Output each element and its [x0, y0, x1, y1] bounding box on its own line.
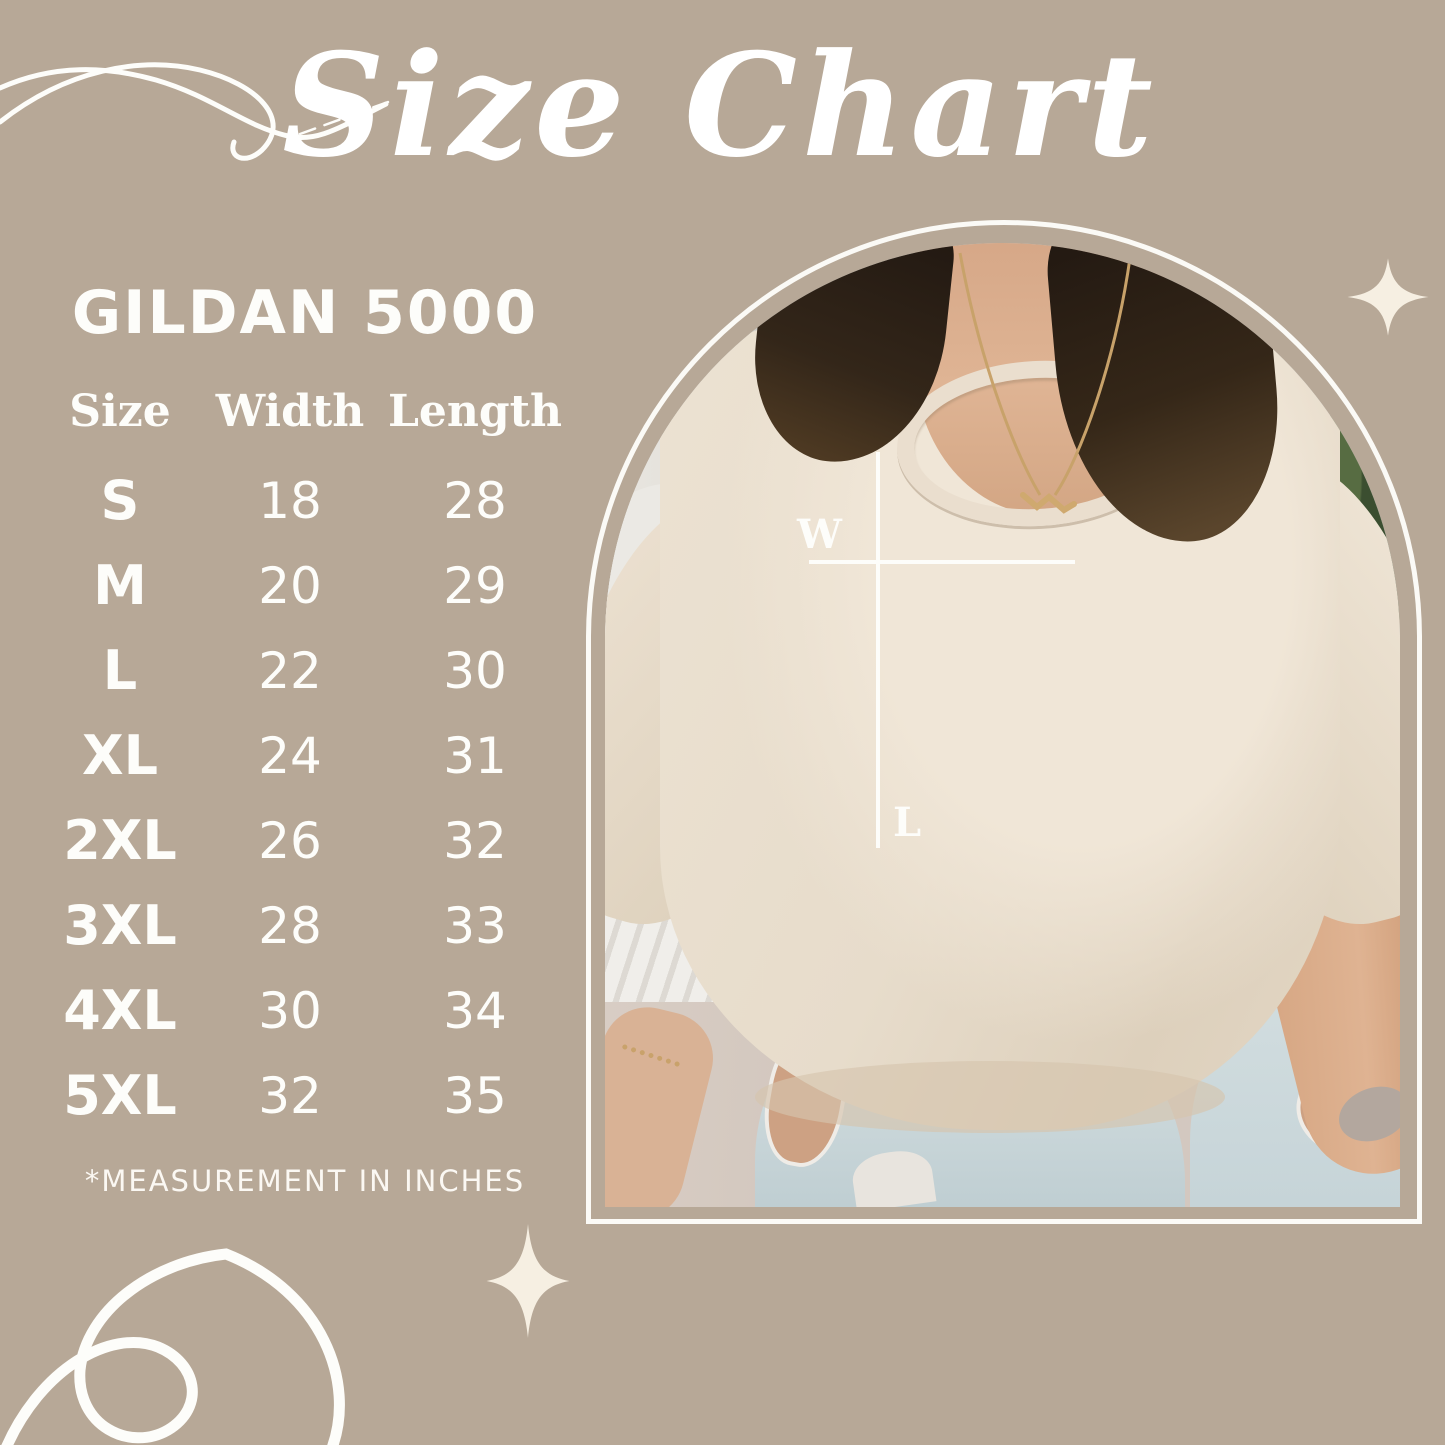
- header-width: Width: [215, 386, 365, 437]
- size-cell: S: [100, 469, 140, 532]
- table-row: 5XL 32 35: [45, 1053, 565, 1138]
- header-length: Length: [387, 386, 562, 437]
- width-measure-line: [809, 560, 1075, 564]
- squiggle-line-bottom-left-icon: [1, 1248, 345, 1445]
- page-title: Size Chart: [282, 23, 1158, 189]
- length-cell: 35: [443, 1066, 507, 1125]
- table-row: 2XL 26 32: [45, 798, 565, 883]
- length-cell: 31: [443, 726, 507, 785]
- size-cell: 5XL: [63, 1064, 177, 1127]
- photo-arch-outline: [586, 220, 1422, 1224]
- size-cell: XL: [81, 724, 159, 787]
- length-label: L: [893, 799, 922, 846]
- table-row: S 18 28: [45, 458, 565, 543]
- length-cell: 34: [443, 981, 507, 1040]
- size-table-rows: S 18 28 M 20 29 L 22 30 XL 24 31 2XL 26 32 3XL 28 33 4XL 30…: [45, 458, 565, 1138]
- model-photo: W L: [605, 243, 1400, 1207]
- measurement-note: *MEASUREMENT IN INCHES: [84, 1164, 526, 1198]
- size-cell: 4XL: [63, 979, 177, 1042]
- table-row: L 22 30: [45, 628, 565, 713]
- width-cell: 32: [258, 1066, 322, 1125]
- table-header-row: Size Width Length: [45, 386, 565, 437]
- width-label: W: [797, 511, 842, 558]
- width-cell: 22: [258, 641, 322, 700]
- header-size: Size: [69, 386, 171, 437]
- length-measure-line: [876, 452, 880, 848]
- table-row: 3XL 28 33: [45, 883, 565, 968]
- size-cell: 2XL: [63, 809, 177, 872]
- length-cell: 29: [443, 556, 507, 615]
- size-cell: M: [93, 554, 147, 617]
- length-cell: 30: [443, 641, 507, 700]
- size-cell: 3XL: [63, 894, 177, 957]
- length-cell: 33: [443, 896, 507, 955]
- length-cell: 32: [443, 811, 507, 870]
- length-cell: 28: [443, 471, 507, 530]
- width-cell: 18: [258, 471, 322, 530]
- width-cell: 30: [258, 981, 322, 1040]
- photo-tshirt-hem-shadow: [755, 1061, 1225, 1133]
- width-cell: 28: [258, 896, 322, 955]
- sparkle-icon: [486, 1223, 570, 1339]
- size-cell: L: [102, 639, 138, 702]
- width-cell: 20: [258, 556, 322, 615]
- table-row: M 20 29: [45, 543, 565, 628]
- width-cell: 26: [258, 811, 322, 870]
- table-row: 4XL 30 34: [45, 968, 565, 1053]
- table-row: XL 24 31: [45, 713, 565, 798]
- product-name: GILDAN 5000: [71, 278, 539, 348]
- width-cell: 24: [258, 726, 322, 785]
